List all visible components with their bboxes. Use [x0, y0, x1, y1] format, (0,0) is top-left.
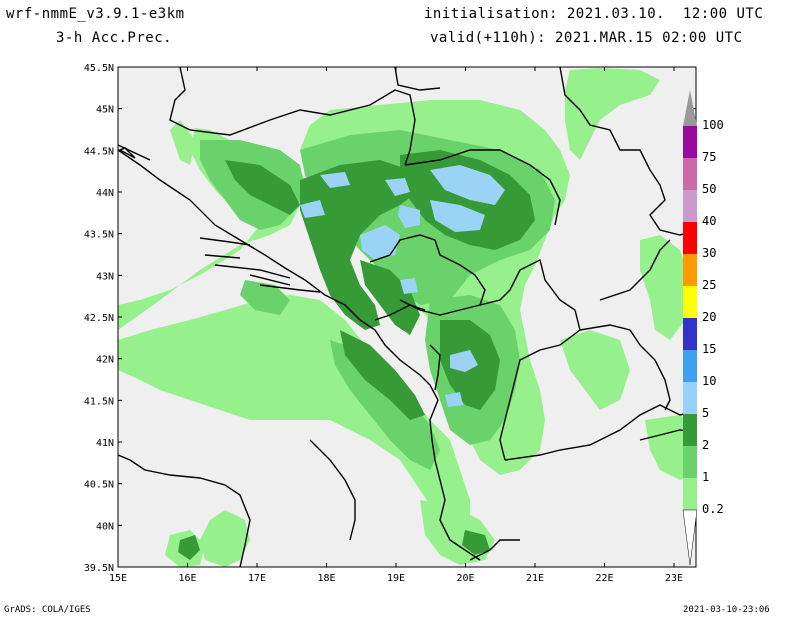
valid-time: valid(+110h): 2021.MAR.15 02:00 UTC — [430, 30, 743, 46]
colorbar-label: 75 — [702, 150, 717, 164]
lat-tick-label: 39.5N — [84, 563, 114, 574]
colorbar-bottom-triangle — [682, 509, 698, 566]
colorbar-label: 100 — [702, 118, 724, 132]
lon-tick-label: 15E — [109, 573, 127, 584]
colorbar — [682, 90, 698, 566]
colorbar-label: 50 — [702, 182, 717, 196]
colorbar-segment — [683, 126, 697, 158]
lon-tick-label: 19E — [387, 573, 405, 584]
lat-tick-label: 43N — [96, 271, 114, 282]
lon-tick-label: 20E — [456, 573, 474, 584]
lat-tick-label: 40.5N — [84, 480, 114, 491]
colorbar-label: 2 — [702, 438, 710, 452]
lat-tick-label: 41N — [96, 438, 114, 449]
colorbar-label: 20 — [702, 310, 717, 324]
lat-tick-label: 43.5N — [84, 230, 114, 241]
coastlines-borders — [117, 66, 697, 568]
lat-tick-label: 45.5N — [84, 63, 114, 74]
initialisation-time: initialisation: 2021.03.10. 12:00 UTC — [424, 6, 764, 22]
lat-tick-label: 44N — [96, 188, 114, 199]
lon-tick-label: 21E — [526, 573, 544, 584]
colorbar-segment — [683, 286, 697, 318]
colorbar-label: 1 — [702, 470, 710, 484]
lat-tick-label: 41.5N — [84, 396, 114, 407]
footer-credit: GrADS: COLA/IGES — [4, 605, 91, 615]
colorbar-label: 10 — [702, 374, 717, 388]
colorbar-label: 25 — [702, 278, 717, 292]
lon-tick-label: 16E — [178, 573, 196, 584]
lat-tick-label: 42N — [96, 355, 114, 366]
colorbar-segment — [683, 318, 697, 350]
colorbar-segment — [683, 478, 697, 510]
longitude-labels: 15E 16E 17E 18E 19E 20E 21E 22E 23E — [109, 573, 683, 584]
lon-tick-label: 18E — [317, 573, 335, 584]
colorbar-segment — [683, 350, 697, 382]
footer-timestamp: 2021-03-10-23:06 — [683, 605, 770, 615]
lat-tick-label: 40N — [96, 521, 114, 532]
latitude-labels: 45.5N 45N 44.5N 44N 43.5N 43N 42.5N 42N 41.5N 41N… — [84, 63, 114, 574]
colorbar-segment — [683, 190, 697, 222]
colorbar-label: 0.2 — [702, 502, 724, 516]
lon-tick-label: 17E — [248, 573, 266, 584]
colorbar-top-triangle — [683, 90, 697, 126]
colorbar-segment — [683, 382, 697, 414]
colorbar-label: 15 — [702, 342, 717, 356]
lat-tick-label: 45N — [96, 105, 114, 116]
colorbar-segment — [683, 254, 697, 286]
colorbar-segment — [683, 222, 697, 254]
colorbar-segment — [683, 158, 697, 190]
colorbar-label: 30 — [702, 246, 717, 260]
colorbar-label: 40 — [702, 214, 717, 228]
colorbar-segment — [683, 414, 697, 446]
lon-tick-label: 22E — [595, 573, 613, 584]
lon-tick-label: 23E — [665, 573, 683, 584]
colorbar-segment — [683, 446, 697, 478]
lat-tick-label: 42.5N — [84, 313, 114, 324]
field-name: 3-h Acc.Prec. — [56, 30, 173, 46]
precip-layer-5 — [300, 165, 505, 407]
model-name: wrf-nmmE_v3.9.1-e3km — [6, 6, 185, 22]
colorbar-label: 5 — [702, 406, 710, 420]
lat-tick-label: 44.5N — [84, 146, 114, 157]
